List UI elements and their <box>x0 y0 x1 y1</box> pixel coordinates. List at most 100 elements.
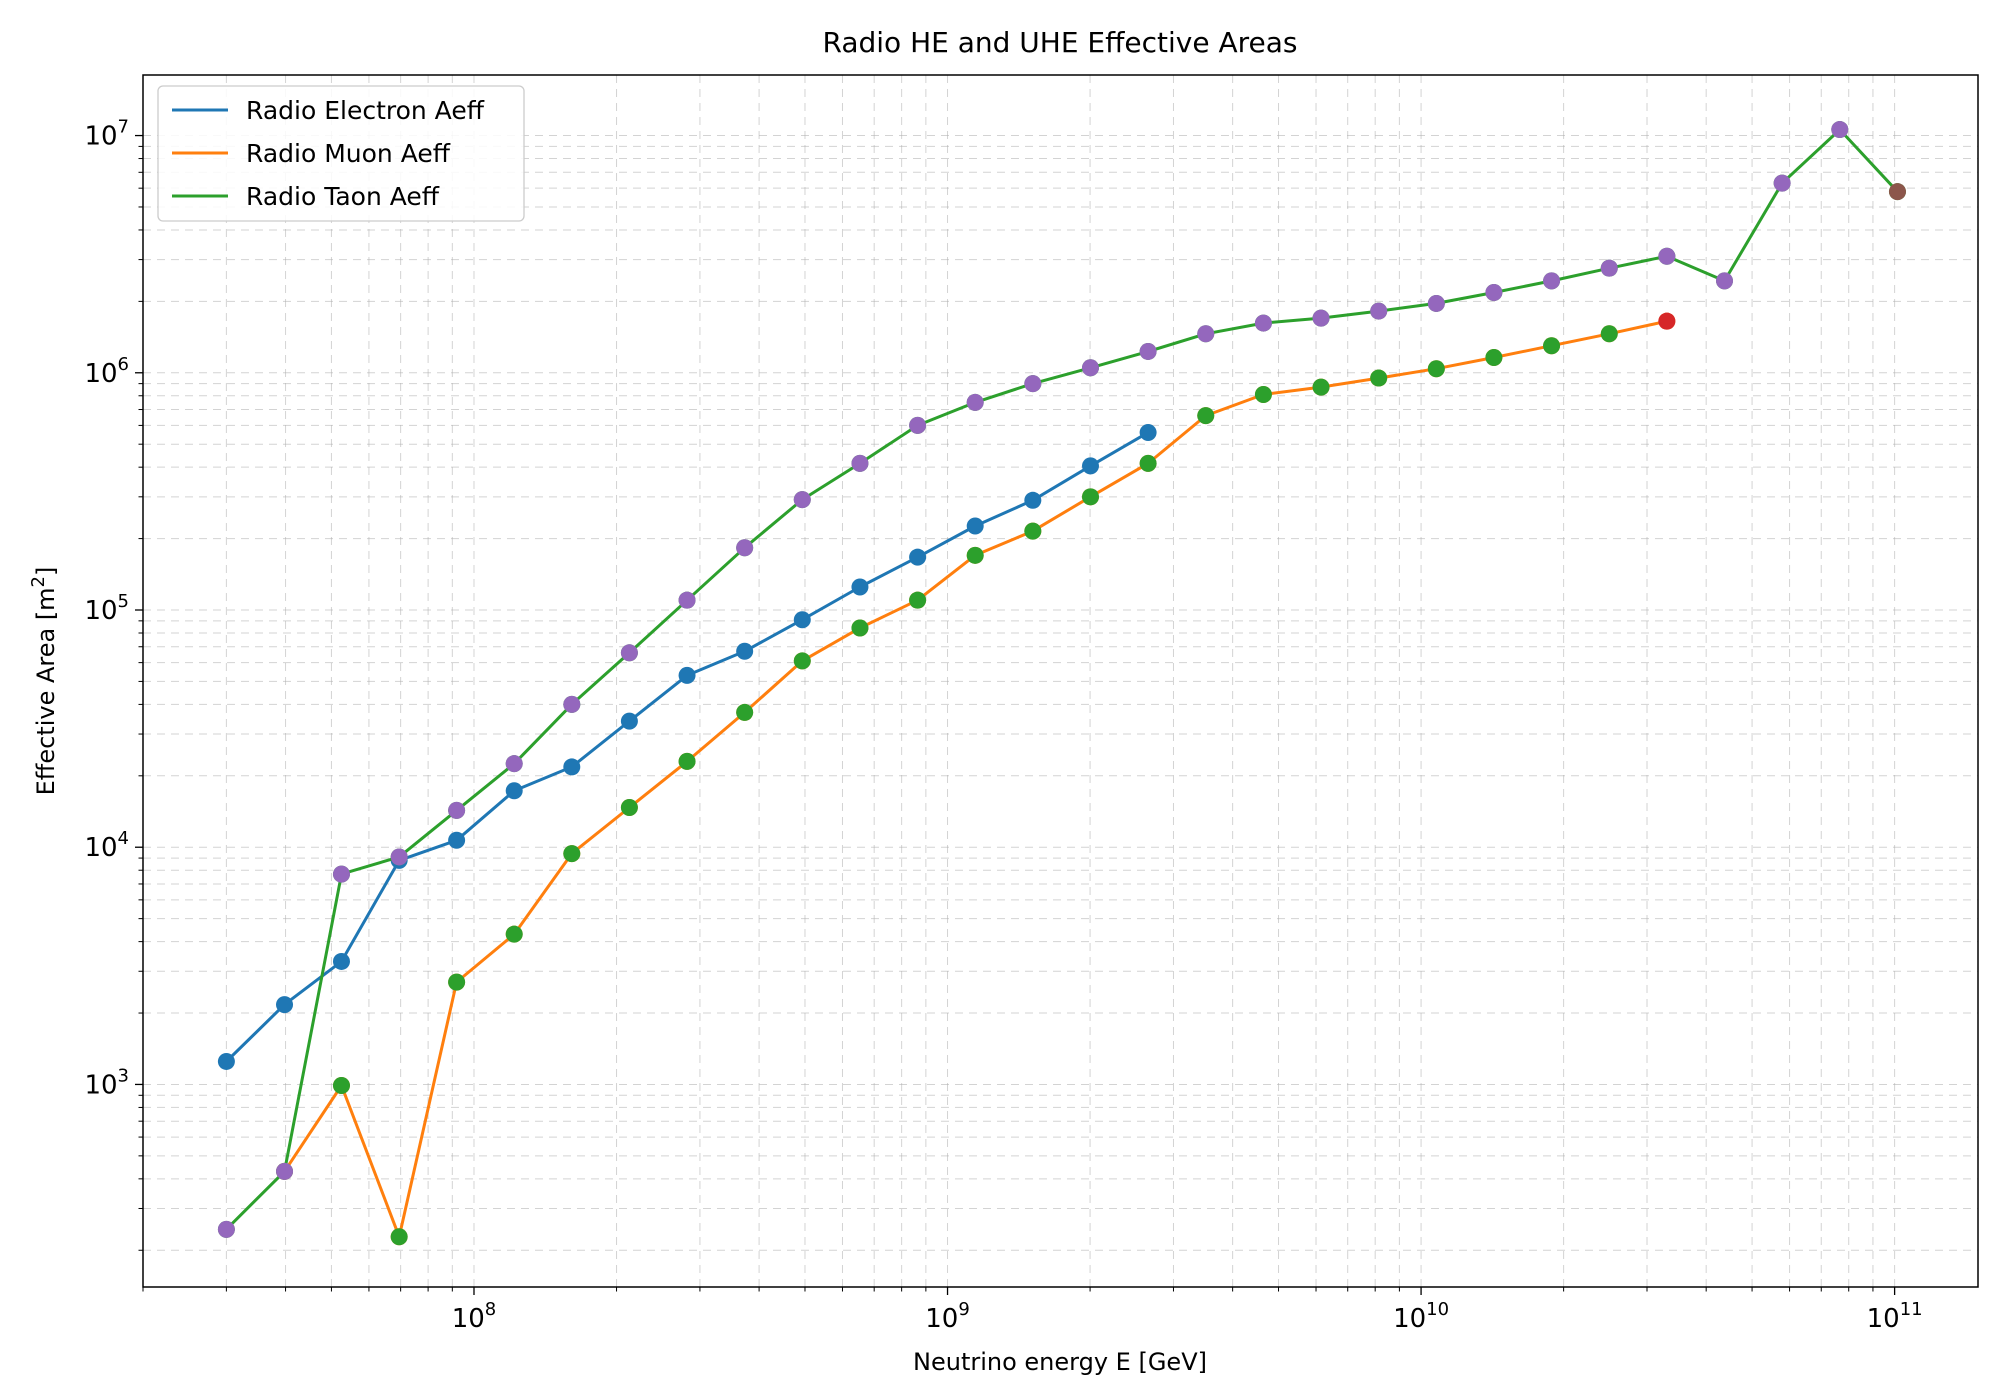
overlay-marker <box>563 845 581 863</box>
overlay-marker <box>217 1220 235 1238</box>
y-tick-label-base: 10 <box>84 596 117 626</box>
x-tick-label-base: 10 <box>452 1304 485 1334</box>
x-tick-label: 1010 <box>1393 1299 1449 1334</box>
marker-layer <box>217 121 1906 1246</box>
grid-lines <box>142 75 1978 1287</box>
overlay-marker <box>1139 454 1157 472</box>
overlay-marker <box>332 865 350 883</box>
overlay-marker <box>1139 342 1157 360</box>
overlay-marker <box>736 703 754 721</box>
data-point-radio-electron-aeff <box>217 1052 235 1070</box>
overlay-marker <box>1427 294 1445 312</box>
overlay-marker <box>1485 283 1503 301</box>
data-point-radio-electron-aeff <box>332 952 350 970</box>
data-point-radio-electron-aeff <box>736 642 754 660</box>
overlay-marker <box>851 454 869 472</box>
overlay-marker <box>966 546 984 564</box>
y-tick-label-exp: 5 <box>118 591 129 612</box>
legend: Radio Electron Aeff Radio Muon Aeff Radi… <box>157 85 525 222</box>
y-tick-label-base: 10 <box>84 1070 117 1100</box>
overlay-marker <box>1831 121 1849 139</box>
overlay-marker <box>332 1076 350 1094</box>
overlay-marker <box>1024 375 1042 393</box>
overlay-marker <box>1600 259 1618 277</box>
data-point-radio-electron-aeff <box>276 996 294 1014</box>
data-point-radio-electron-aeff <box>1139 424 1157 442</box>
legend-label-muon: Radio Muon Aeff <box>246 139 451 168</box>
y-axis-label-sup: 2 <box>28 576 49 587</box>
y-tick-label-base: 10 <box>84 833 117 863</box>
overlay-marker <box>1312 378 1330 396</box>
overlay-marker <box>1081 488 1099 506</box>
x-tick-label-base: 10 <box>1867 1304 1900 1334</box>
overlay-marker <box>678 591 696 609</box>
overlay-marker <box>1197 407 1215 425</box>
overlay-marker <box>1773 174 1791 192</box>
x-axis-label: Neutrino energy E [GeV] <box>913 1348 1207 1376</box>
y-axis-label-main: Effective Area [m <box>32 587 60 795</box>
overlay-marker <box>966 393 984 411</box>
overlay-marker <box>1312 309 1330 327</box>
overlay-marker <box>1658 247 1676 265</box>
y-tick-label: 107 <box>84 117 129 152</box>
legend-box <box>157 85 525 222</box>
overlay-marker <box>1081 359 1099 377</box>
y-axis-label: Effective Area [m2] <box>28 567 60 796</box>
data-point-radio-electron-aeff <box>793 611 811 629</box>
data-point-radio-electron-aeff <box>1081 457 1099 475</box>
overlay-marker <box>1658 312 1676 330</box>
overlay-marker <box>620 644 638 662</box>
x-tick-label: 108 <box>452 1299 497 1334</box>
overlay-marker <box>736 539 754 557</box>
overlay-marker <box>1888 183 1906 201</box>
x-tick-label: 109 <box>925 1299 970 1334</box>
y-tick-label: 103 <box>84 1065 129 1100</box>
overlay-marker <box>909 416 927 434</box>
overlay-marker <box>1427 360 1445 378</box>
chart-title: Radio HE and UHE Effective Areas <box>822 26 1297 59</box>
y-tick-label: 104 <box>84 828 129 863</box>
overlay-marker <box>448 801 466 819</box>
data-point-radio-electron-aeff <box>851 578 869 596</box>
overlay-marker <box>448 973 466 991</box>
overlay-marker <box>793 491 811 509</box>
y-tick-label: 106 <box>84 354 129 389</box>
x-tick-label-exp: 11 <box>1900 1299 1923 1320</box>
series-line-radio-taon-aeff <box>225 128 1899 1231</box>
x-tick-label: 1011 <box>1867 1299 1923 1334</box>
overlay-marker <box>1254 385 1272 403</box>
overlay-marker <box>563 695 581 713</box>
overlay-marker <box>1024 522 1042 540</box>
legend-label-taon: Radio Taon Aeff <box>246 182 440 211</box>
y-tick-label-exp: 3 <box>118 1065 129 1086</box>
x-tick-label-exp: 8 <box>485 1299 496 1320</box>
y-tick-label-exp: 7 <box>118 117 129 138</box>
y-tick-label: 105 <box>84 591 129 626</box>
data-point-radio-electron-aeff <box>909 548 927 566</box>
overlay-marker <box>678 752 696 770</box>
overlay-marker <box>1485 348 1503 366</box>
overlay-marker <box>390 848 408 866</box>
x-tick-label-exp: 9 <box>958 1299 969 1320</box>
axis-ticks <box>135 134 1896 1295</box>
x-tick-label-exp: 10 <box>1426 1299 1449 1320</box>
overlay-marker <box>1716 272 1734 290</box>
y-tick-label-exp: 4 <box>118 828 129 849</box>
overlay-marker <box>1543 272 1561 290</box>
x-tick-label-base: 10 <box>925 1304 958 1334</box>
overlay-marker <box>390 1228 408 1246</box>
y-axis-label-end: ] <box>32 567 60 576</box>
y-tick-label-exp: 6 <box>118 354 129 375</box>
data-point-radio-electron-aeff <box>563 758 581 776</box>
legend-label-electron: Radio Electron Aeff <box>246 96 485 125</box>
overlay-marker <box>505 925 523 943</box>
data-point-radio-electron-aeff <box>1024 491 1042 509</box>
y-tick-label-base: 10 <box>84 359 117 389</box>
data-point-radio-electron-aeff <box>966 517 984 535</box>
data-point-radio-electron-aeff <box>620 712 638 730</box>
overlay-marker <box>793 652 811 670</box>
x-tick-label-base: 10 <box>1393 1304 1426 1334</box>
